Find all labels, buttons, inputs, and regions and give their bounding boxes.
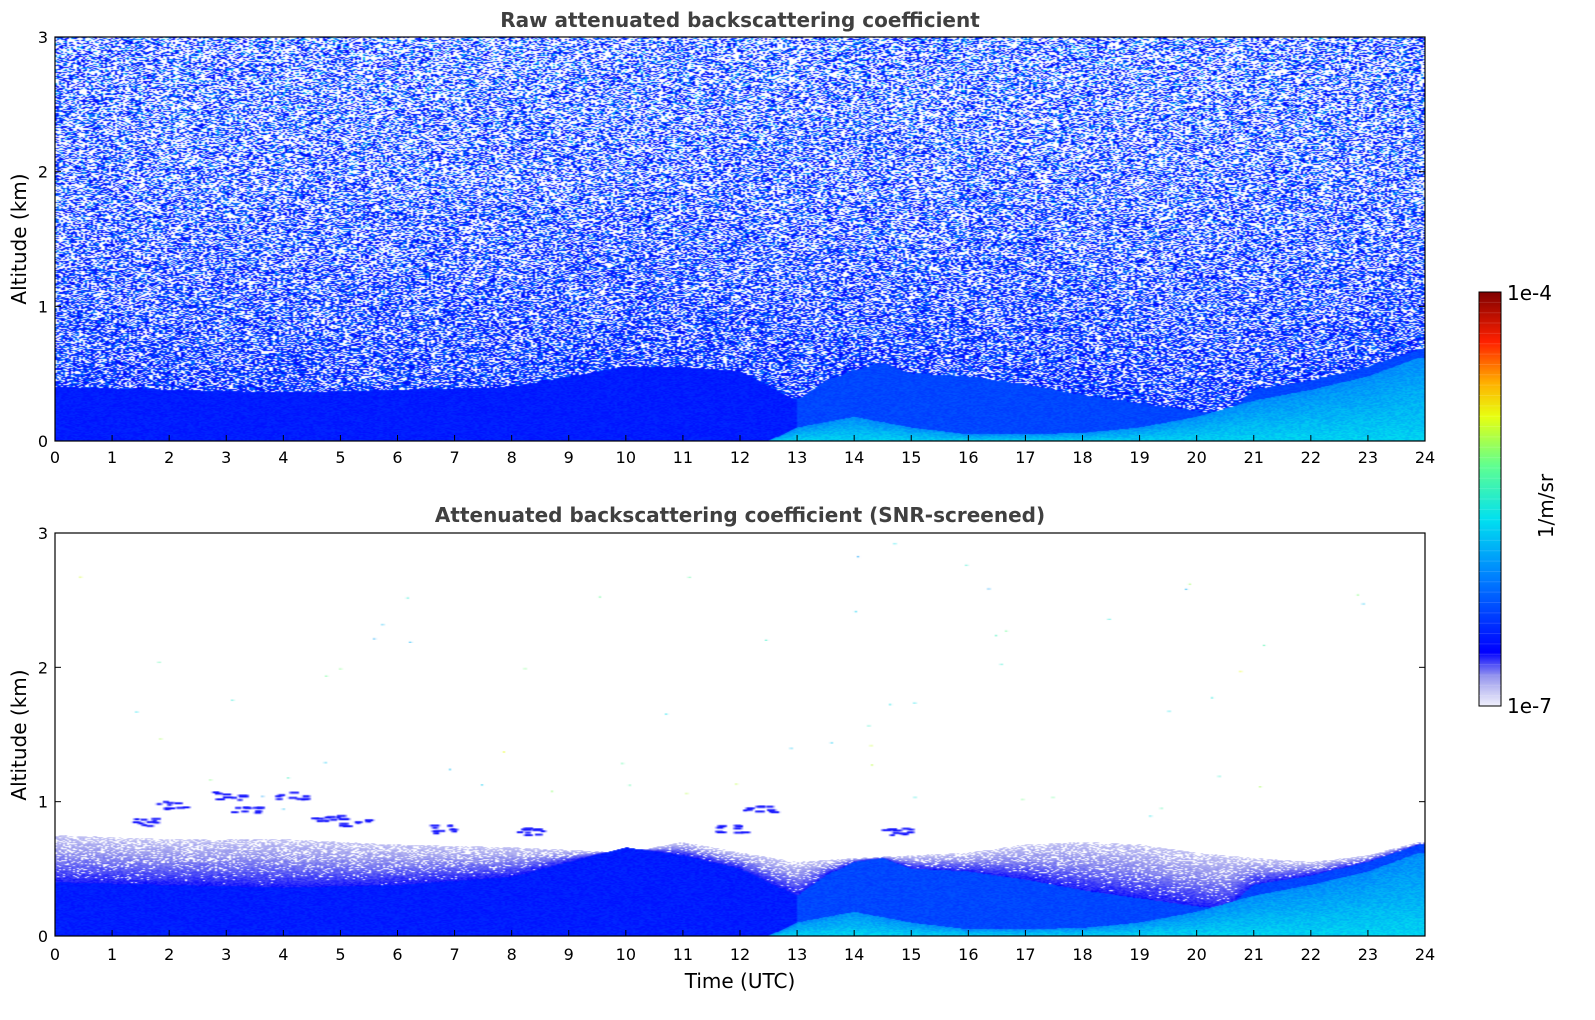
raw-y-tick-label: 0	[38, 432, 48, 451]
raw-x-tick-label: 5	[335, 448, 345, 467]
raw-heatmap	[55, 37, 1425, 441]
screened-x-tick-label: 16	[958, 945, 978, 964]
screened-y-tick-label: 1	[38, 793, 48, 812]
raw-y-tick-label: 1	[38, 297, 48, 316]
screened-y-axis-label: Altitude (km)	[7, 669, 31, 800]
raw-x-tick-label: 24	[1415, 448, 1435, 467]
raw-x-tick-label: 18	[1072, 448, 1092, 467]
screened-x-tick-label: 19	[1129, 945, 1149, 964]
raw-x-tick-label: 1	[107, 448, 117, 467]
colorbar-bands	[1479, 301, 1501, 697]
screened-heatmap-image	[55, 533, 1425, 936]
screened-x-tick-label: 12	[730, 945, 750, 964]
raw-x-tick-label: 0	[50, 448, 60, 467]
raw-x-axis: 0 1 2 3 4 5 6 7 8 9 10 11 12 13 14 15 16 17 18 19 20 21 22 23 24	[50, 435, 1435, 467]
screened-y-tick-label: 3	[38, 524, 48, 543]
screened-x-tick-label: 9	[564, 945, 574, 964]
raw-title: Raw attenuated backscattering coefficien…	[500, 8, 980, 32]
raw-x-tick-label: 11	[673, 448, 693, 467]
screened-title: Attenuated backscattering coefficient (S…	[435, 503, 1045, 527]
raw-x-tick-label: 17	[1015, 448, 1035, 467]
screened-x-tick-label: 4	[278, 945, 288, 964]
raw-x-tick-label: 8	[507, 448, 517, 467]
screened-x-tick-label: 13	[787, 945, 807, 964]
screened-x-tick-label: 21	[1244, 945, 1264, 964]
raw-heatmap-image	[55, 37, 1425, 441]
screened-x-tick-label: 6	[392, 945, 402, 964]
screened-x-tick-label: 3	[221, 945, 231, 964]
panel-screened: Attenuated backscattering coefficient (S…	[7, 503, 1435, 993]
raw-x-tick-label: 13	[787, 448, 807, 467]
screened-x-tick-label: 18	[1072, 945, 1092, 964]
screened-x-tick-label: 7	[449, 945, 459, 964]
colorbar-max-label: 1e-4	[1507, 281, 1552, 305]
screened-x-tick-label: 24	[1415, 945, 1435, 964]
raw-x-tick-label: 9	[564, 448, 574, 467]
raw-x-tick-label: 16	[958, 448, 978, 467]
raw-x-tick-label: 14	[844, 448, 864, 467]
colorbar: 1e-4 1e-7 1/m/sr	[1478, 281, 1558, 718]
screened-x-tick-label: 8	[507, 945, 517, 964]
raw-y-axis: 0 1 2 3	[38, 28, 1425, 451]
screened-x-tick-label: 17	[1015, 945, 1035, 964]
screened-heatmap	[55, 533, 1425, 936]
raw-x-tick-label: 3	[221, 448, 231, 467]
raw-x-tick-label: 21	[1244, 448, 1264, 467]
raw-x-tick-label: 6	[392, 448, 402, 467]
colorbar-gradient	[1478, 291, 1502, 707]
screened-x-tick-label: 22	[1301, 945, 1321, 964]
screened-x-axis-label: Time (UTC)	[684, 969, 796, 993]
raw-x-tick-label: 4	[278, 448, 288, 467]
screened-x-tick-label: 2	[164, 945, 174, 964]
screened-y-tick-label: 0	[38, 927, 48, 946]
screened-x-tick-label: 20	[1186, 945, 1206, 964]
screened-x-axis: 0 1 2 3 4 5 6 7 8 9 10 11 12 13 14 15 16 17 18 19 20 21 22 23 24	[50, 930, 1435, 964]
raw-x-tick-label: 15	[901, 448, 921, 467]
screened-x-tick-label: 15	[901, 945, 921, 964]
raw-x-tick-label: 22	[1301, 448, 1321, 467]
screened-x-tick-label: 23	[1358, 945, 1378, 964]
screened-x-tick-label: 1	[107, 945, 117, 964]
screened-x-tick-label: 5	[335, 945, 345, 964]
screened-x-tick-label: 14	[844, 945, 864, 964]
raw-y-tick-label: 2	[38, 163, 48, 182]
raw-x-tick-label: 2	[164, 448, 174, 467]
raw-x-tick-label: 23	[1358, 448, 1378, 467]
raw-x-tick-label: 20	[1186, 448, 1206, 467]
screened-y-axis: 0 1 2 3	[38, 524, 1425, 946]
screened-x-tick-label: 10	[616, 945, 636, 964]
colorbar-unit-label: 1/m/sr	[1534, 473, 1558, 538]
screened-x-tick-label: 0	[50, 945, 60, 964]
raw-x-tick-label: 12	[730, 448, 750, 467]
screened-y-tick-label: 2	[38, 658, 48, 677]
raw-x-tick-label: 19	[1129, 448, 1149, 467]
panel-raw: Raw attenuated backscattering coefficien…	[7, 8, 1435, 467]
raw-y-tick-label: 3	[38, 28, 48, 47]
raw-x-tick-label: 7	[449, 448, 459, 467]
screened-x-tick-label: 11	[673, 945, 693, 964]
raw-y-axis-label: Altitude (km)	[7, 173, 31, 304]
colorbar-min-label: 1e-7	[1507, 694, 1552, 718]
raw-x-tick-label: 10	[616, 448, 636, 467]
